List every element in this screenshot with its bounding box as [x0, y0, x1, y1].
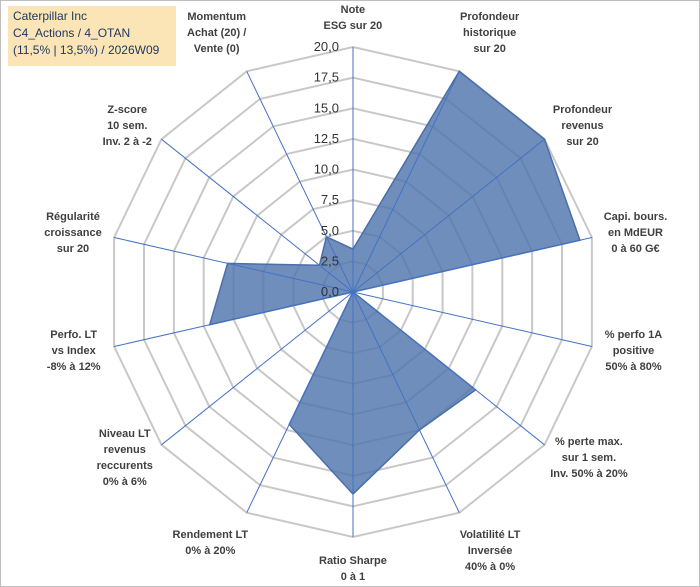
category-label-9: Niveau LT revenus reccurents 0% à 6% [96, 428, 153, 489]
category-label-13: Momentum Achat (20) / Vente (0) [187, 11, 247, 56]
tick-label-3: 7,5 [321, 192, 339, 207]
axis-line-5 [352, 291, 545, 446]
axis-line-12 [161, 138, 354, 293]
tick-label-1: 2,5 [321, 253, 339, 268]
category-label-7: Ratio Sharpe 0 à 1 [319, 555, 387, 583]
tick-label-4: 10,0 [314, 162, 339, 177]
axis-line-9 [161, 291, 354, 446]
info-category: C4_Actions / 4_OTAN [13, 26, 131, 40]
axis-line-11 [113, 237, 354, 293]
category-label-3: Capi. bours. en MdEUR 0 à 60 G€ [603, 210, 668, 255]
category-label-12: Z-score 10 sem. Inv. 2 à -2 [102, 103, 152, 148]
tick-label-6: 15,0 [314, 100, 339, 115]
axis-line-1 [352, 71, 460, 293]
tick-label-2: 5,0 [321, 223, 339, 238]
category-label-8: Rendement LT 0% à 20% [172, 528, 249, 557]
category-label-10: Perfo. LT vs Index -8% à 12% [46, 329, 101, 374]
axis-line-3 [352, 237, 593, 293]
info-company: Caterpillar Inc [13, 9, 88, 23]
axis-line-10 [113, 291, 354, 347]
category-label-11: Régularité croissance sur 20 [44, 210, 102, 255]
info-stats: (11,5% | 13,5%) / 2026W09 [13, 43, 160, 57]
category-label-6: Volatilité LT Inversée 40% à 0% [459, 528, 521, 573]
tick-label-8: 20,0 [314, 39, 339, 54]
axis-line-2 [352, 138, 545, 293]
tick-layer: 0,0 2,5 5,0 7,5 10,0 12,5 15,0 17,5 20,0 [314, 39, 339, 299]
axis-layer [113, 47, 593, 537]
tick-label-5: 12,5 [314, 131, 339, 146]
category-label-0: Note ESG sur 20 [323, 4, 383, 32]
axis-line-6 [352, 291, 460, 513]
tick-label-0: 0,0 [321, 284, 339, 299]
category-label-5: % perte max. sur 1 sem. Inv. 50% à 20% [550, 436, 628, 481]
info-box: Caterpillar Inc C4_Actions / 4_OTAN (11,… [8, 6, 176, 66]
axis-line-4 [352, 291, 593, 347]
tick-label-7: 17,5 [314, 70, 339, 85]
category-label-2: Profondeur revenus sur 20 [552, 103, 613, 148]
axis-line-13 [246, 71, 354, 293]
category-label-1: Profondeur historique sur 20 [459, 11, 520, 56]
category-label-4: % perfo 1A positive 50% à 80% [604, 329, 663, 374]
axis-line-8 [246, 291, 354, 513]
